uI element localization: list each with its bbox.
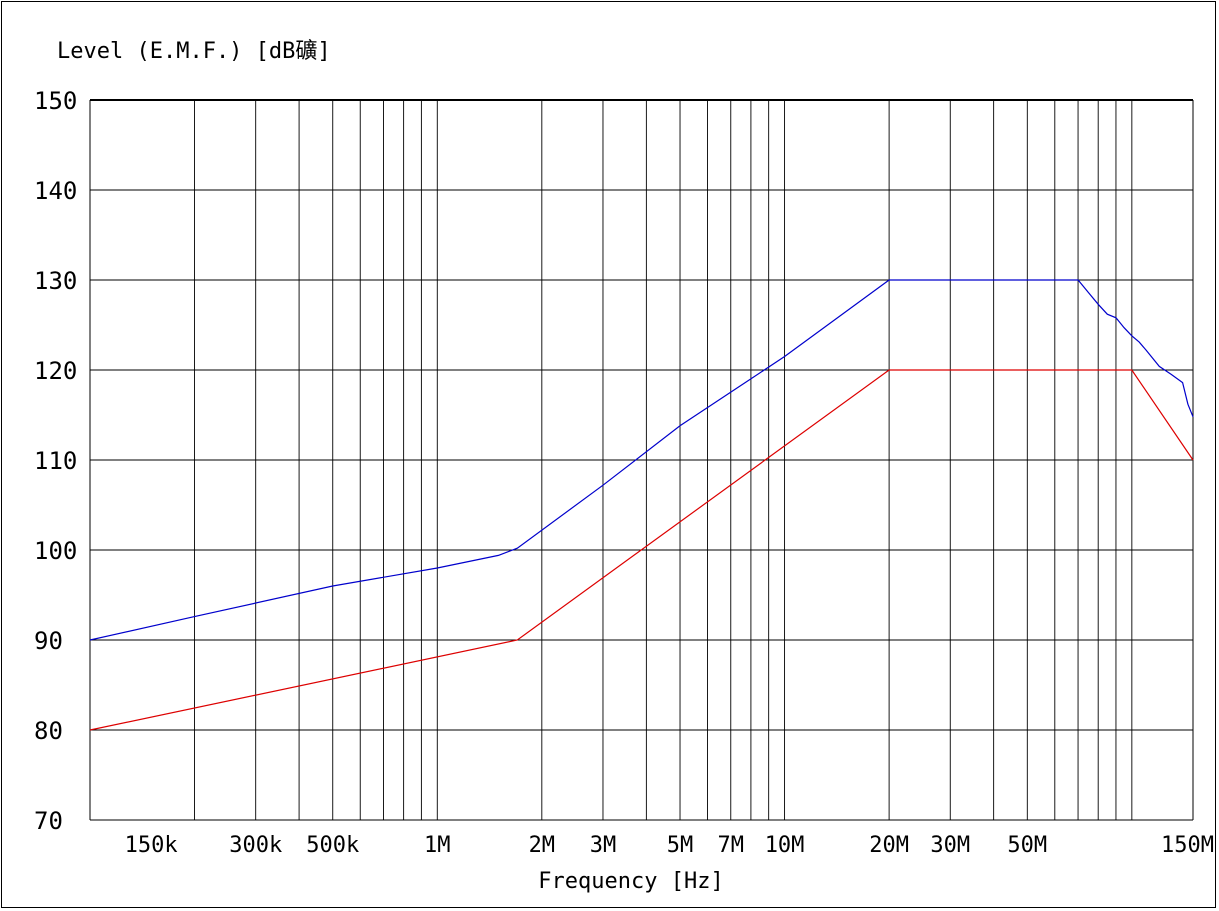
x-tick-label: 50M [1007,833,1047,858]
x-tick-label: 150M [1161,833,1214,858]
x-tick-label: 30M [930,833,970,858]
x-tick-label: 10M [765,833,805,858]
grid [89,99,1194,821]
y-axis-label: Level (E.M.F.) [dB礦] [57,39,331,64]
x-axis-label: Frequency [Hz] [538,869,723,894]
x-tick-label: 1M [424,833,451,858]
x-tick-label: 150k [125,833,178,858]
x-tick-label: 3M [590,833,617,858]
y-tick-label: 130 [34,267,77,295]
y-tick-label: 110 [34,447,77,475]
x-tick-label: 300k [229,833,282,858]
y-tick-label: 80 [34,717,63,745]
y-tick-label: 70 [34,807,63,835]
series-line-1 [89,279,1194,641]
y-tick-label: 100 [34,537,77,565]
y-tick-label: 150 [34,87,77,115]
series-line-2 [89,369,1194,731]
x-tick-label: 20M [869,833,909,858]
x-tick-label: 5M [667,833,694,858]
y-tick-label: 120 [34,357,77,385]
series-group [89,279,1194,731]
y-tick-label: 90 [34,627,63,655]
x-tick-labels: 150k 300k 500k 1M 2M 3M 5M 7M 10M 20M 30M 50M 150M [125,833,1214,858]
x-tick-label: 7M [718,833,745,858]
x-tick-label: 500k [306,833,359,858]
y-tick-label: 140 [34,177,77,205]
y-tick-labels: 70 80 90 100 110 120 130 140 150 [34,87,77,835]
x-tick-label: 2M [529,833,556,858]
